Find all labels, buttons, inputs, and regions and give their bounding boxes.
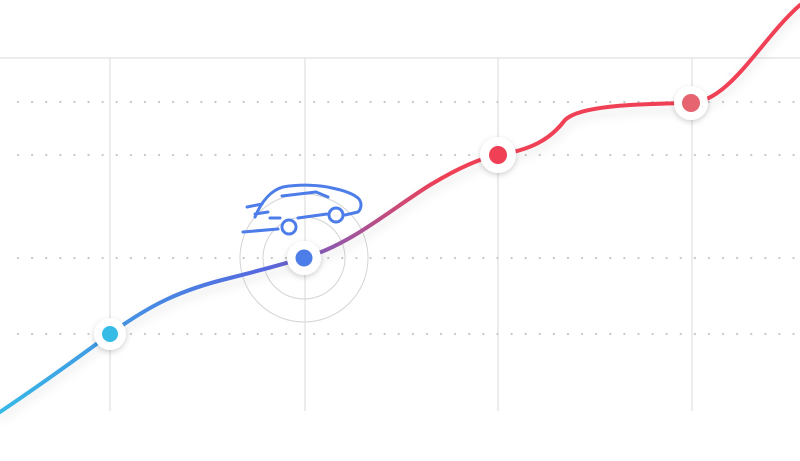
car-icon [241, 183, 363, 236]
marker-end[interactable] [674, 86, 708, 120]
marker-red[interactable] [480, 137, 516, 173]
route-line [0, 3, 800, 414]
marker-start[interactable] [94, 318, 126, 350]
marker-active[interactable] [287, 241, 321, 275]
